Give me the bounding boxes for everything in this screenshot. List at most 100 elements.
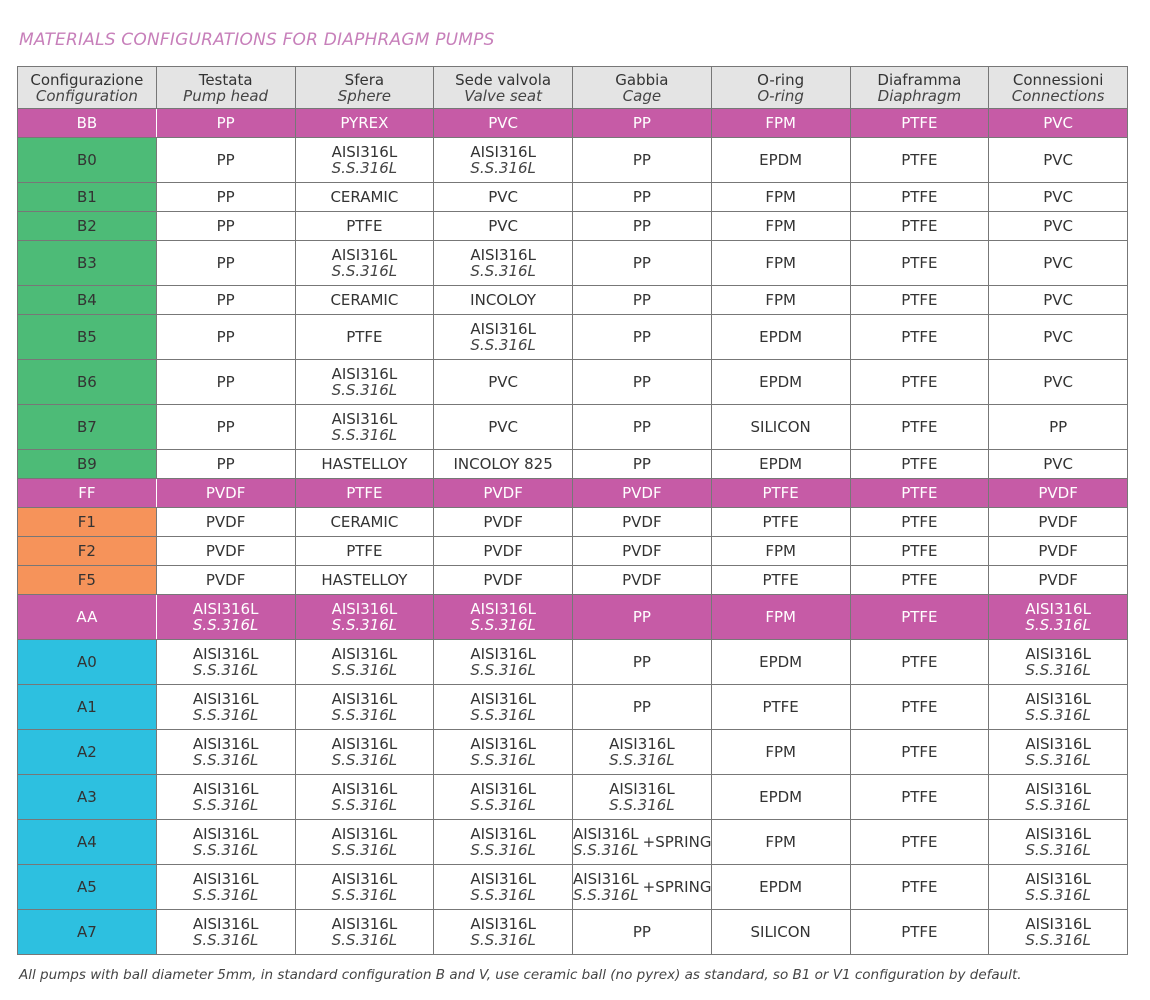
table-row: F2 PVDF PTFE PVDF PVDF FPM PTFE PVDF — [17, 536, 1128, 566]
header-label-en: Valve seat — [464, 86, 542, 105]
config-code-cell: A5 — [17, 864, 157, 910]
material-alt-name: S.S.316L — [192, 931, 259, 949]
material-cell: SILICON — [710, 909, 851, 955]
material-cell: AISI316L S.S.316L — [988, 819, 1128, 865]
material-alt-name: S.S.316L — [331, 706, 398, 724]
material-cell: PVDF — [988, 478, 1128, 508]
material-cell: AISI316L S.S.316L — [294, 729, 435, 775]
table-row: A4 AISI316L S.S.316L AISI316L S.S.316L AISI31… — [17, 819, 1128, 865]
material-cell: PP — [155, 182, 296, 212]
material-with-extra: AISI316L S.S.316L +SPRING — [573, 826, 711, 858]
material-alt-name: S.S.316L — [470, 706, 536, 724]
table-row: B5 PP PTFE AISI316L S.S.316L PP EPDM PTFE PVC — [17, 314, 1128, 360]
material-name: AISI316L — [470, 143, 536, 161]
material-name: AISI316L — [331, 143, 398, 161]
table-row: B0 PP AISI316L S.S.316L AISI316L S.S.316L PP EP… — [17, 137, 1128, 183]
material-cell: AISI316L S.S.316L — [294, 240, 435, 286]
material-cell: PVDF — [572, 565, 712, 595]
config-code-cell: B7 — [17, 404, 157, 450]
material-cell: PP — [572, 314, 712, 360]
material-cell: PVC — [433, 211, 573, 241]
material-cell: FPM — [710, 594, 851, 640]
column-header: Testata Pump head — [155, 66, 296, 109]
material-alt-name: S.S.316L — [1025, 661, 1091, 679]
material-cell: EPDM — [710, 137, 851, 183]
material-cell: PP — [572, 211, 712, 241]
material-cell: AISI316L S.S.316L +SPRING — [572, 864, 712, 910]
material-cell: PTFE — [849, 137, 990, 183]
header-label-it: Sede valvola — [455, 70, 552, 89]
material-name: AISI316L — [609, 735, 675, 753]
material-cell: PP — [572, 108, 712, 138]
material-alt-name: S.S.316L — [470, 262, 536, 280]
material-cell: FPM — [710, 285, 851, 315]
material-alt-name: S.S.316L — [573, 886, 639, 904]
material-name: AISI316L — [331, 780, 398, 798]
material-cell: CERAMIC — [294, 507, 435, 537]
material-alt-name: S.S.316L — [331, 159, 398, 177]
material-name: AISI316L — [470, 320, 536, 338]
material-cell: PTFE — [294, 211, 435, 241]
material-cell: AISI316L S.S.316L — [433, 684, 573, 730]
material-cell: AISI316L S.S.316L — [155, 819, 296, 865]
table-row: AA AISI316L S.S.316L AISI316L S.S.316L AISI31… — [17, 594, 1128, 640]
material-cell: AISI316L S.S.316L — [294, 404, 435, 450]
material-cell: AISI316L S.S.316L — [294, 359, 435, 405]
config-code-cell: FF — [17, 478, 157, 508]
material-cell: PVC — [988, 182, 1128, 212]
material-cell: AISI316L S.S.316L — [294, 819, 435, 865]
material-cell: FPM — [710, 536, 851, 566]
material-cell: PTFE — [849, 182, 990, 212]
material-cell: PP — [988, 404, 1128, 450]
material-cell: AISI316L S.S.316L — [433, 639, 573, 685]
material-cell: AISI316L S.S.316L — [294, 594, 435, 640]
material-cell: EPDM — [710, 774, 851, 820]
material-cell: PVDF — [572, 536, 712, 566]
material-cell: PTFE — [849, 240, 990, 286]
material-cell: AISI316L S.S.316L — [433, 594, 573, 640]
header-label-it: O-ring — [757, 70, 805, 89]
material-cell: PVDF — [155, 478, 296, 508]
material-cell: PVC — [988, 314, 1128, 360]
material-alt-name: S.S.316L — [331, 796, 398, 814]
table-row: F5 PVDF HASTELLOY PVDF PVDF PTFE PTFE PVDF — [17, 565, 1128, 595]
material-cell: PTFE — [849, 108, 990, 138]
material-cell: INCOLOY — [433, 285, 573, 315]
material-alt-name: S.S.316L — [470, 931, 536, 949]
material-cell: PP — [155, 314, 296, 360]
material-name: AISI316L — [1025, 825, 1091, 843]
header-label-it: Connessioni — [1012, 70, 1104, 89]
material-cell: PVDF — [988, 565, 1128, 595]
material-cell: AISI316L S.S.316L — [155, 639, 296, 685]
material-cell: PTFE — [849, 864, 990, 910]
material-cell: AISI316L S.S.316L +SPRING — [572, 819, 712, 865]
material-cell: HASTELLOY — [294, 565, 435, 595]
material-cell: AISI316L S.S.316L — [988, 684, 1128, 730]
material-cell: EPDM — [710, 359, 851, 405]
material-cell: PP — [155, 211, 296, 241]
material-cell: AISI316L S.S.316L — [294, 864, 435, 910]
material-name: AISI316L — [192, 645, 259, 663]
config-code-cell: A7 — [17, 909, 157, 955]
material-cell: PVDF — [433, 507, 573, 537]
material-alt-name: S.S.316L — [1025, 886, 1091, 904]
header-label-it: Configurazione — [30, 70, 144, 89]
table-row: B6 PP AISI316L S.S.316L PVC PP EPDM PTFE PVC — [17, 359, 1128, 405]
material-cell: PTFE — [710, 684, 851, 730]
material-name: AISI316L — [1025, 915, 1091, 933]
material-name: AISI316L — [470, 690, 536, 708]
material-cell: PTFE — [849, 536, 990, 566]
material-cell: SILICON — [710, 404, 851, 450]
config-code-cell: A2 — [17, 729, 157, 775]
material-alt-name: S.S.316L — [609, 751, 675, 769]
material-name: AISI316L — [331, 915, 398, 933]
config-code-cell: B2 — [17, 211, 157, 241]
config-code-cell: BB — [17, 108, 157, 138]
material-cell: AISI316L S.S.316L — [294, 137, 435, 183]
material-cell: AISI316L S.S.316L — [572, 729, 712, 775]
material-cell: PP — [572, 639, 712, 685]
material-name: AISI316L — [331, 246, 398, 264]
material-cell: PTFE — [849, 314, 990, 360]
materials-table: Configurazione Configuration Testata Pump h… — [17, 66, 1128, 955]
header-label-it: Diaframma — [877, 70, 962, 89]
